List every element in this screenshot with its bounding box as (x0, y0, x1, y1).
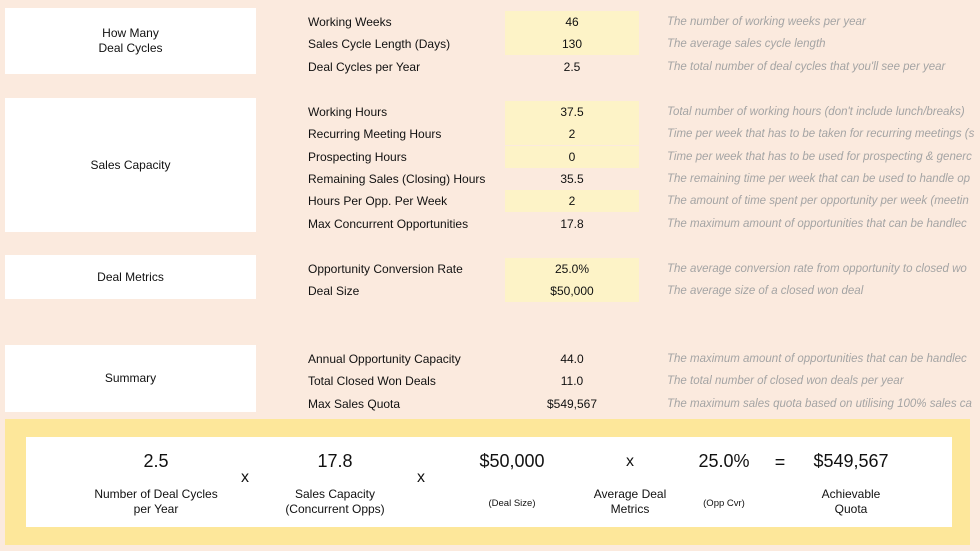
row-description: The average sales cycle length (667, 38, 826, 50)
table-row: Remaining Sales (Closing) Hours 35.5 The r… (0, 168, 980, 190)
row-value: $549,567 (546, 397, 598, 411)
row-description: The total number of deal cycles that you… (667, 61, 946, 73)
table-row: Prospecting Hours 0 Time per week that has… (0, 146, 980, 168)
table-row: Sales Cycle Length (Days) 130 The average … (0, 33, 980, 55)
row-input-cell[interactable]: 0 (505, 146, 639, 168)
row-input-cell[interactable]: 130 (505, 33, 639, 55)
summary-avg-deal-metrics-caption: Average Deal Metrics (593, 487, 667, 516)
row-input-cell[interactable]: $50,000 (505, 280, 639, 302)
equals-operator: = (774, 452, 786, 472)
row-input-cell[interactable]: 37.5 (505, 101, 639, 123)
row-description: The total number of closed won deals per… (667, 375, 904, 387)
row-description: Total number of working hours (don't inc… (667, 106, 965, 118)
row-description: The maximum sales quota based on utilisi… (667, 398, 972, 410)
row-input-cell[interactable]: 25.0% (505, 258, 639, 280)
row-label: Working Hours (308, 105, 388, 119)
row-label: Deal Cycles per Year (308, 60, 421, 74)
table-row: Recurring Meeting Hours 2 Time per week th… (0, 123, 980, 145)
table-row: Max Concurrent Opportunities 17.8 The maxi… (0, 213, 980, 235)
table-row: Deal Size $50,000 The average size of a cl… (0, 280, 980, 302)
row-label: Max Sales Quota (308, 397, 401, 411)
row-label: Deal Size (308, 284, 360, 298)
section-deal-metrics: Deal Metrics (5, 255, 256, 299)
row-description: The amount of time spent per opportunity… (667, 195, 969, 207)
summary-sales-capacity-value: 17.8 (317, 451, 353, 471)
multiply-operator: x (626, 453, 634, 470)
table-row: Opportunity Conversion Rate 25.0% The aver… (0, 258, 980, 280)
row-label: Opportunity Conversion Rate (308, 262, 463, 276)
multiply-operator: x (417, 469, 425, 486)
row-value: 44.0 (560, 352, 584, 366)
row-input-cell[interactable]: 2 (505, 190, 639, 212)
summary-deal-size-caption: (Deal Size) (488, 498, 536, 509)
row-value: 2.5 (563, 60, 581, 74)
row-label: Total Closed Won Deals (308, 374, 436, 388)
summary-deal-cycles-value: 2.5 (143, 451, 169, 471)
row-description: Time per week that has to be taken for r… (667, 128, 975, 140)
row-label: Recurring Meeting Hours (308, 127, 442, 141)
row-label: Max Concurrent Opportunities (308, 217, 469, 231)
summary-sales-capacity-caption: Sales Capacity (Concurrent Opps) (285, 487, 385, 516)
section-sales-capacity: Sales Capacity (5, 98, 256, 232)
row-value: 17.8 (560, 217, 584, 231)
row-description: The average conversion rate from opportu… (667, 263, 967, 275)
section-summary: Summary (5, 345, 256, 412)
section-title-summary: Summary (104, 371, 157, 385)
table-row: Total Closed Won Deals 11.0 The total numb… (0, 370, 980, 392)
row-description: The average size of a closed won deal (667, 285, 864, 297)
row-value: 11.0 (560, 374, 584, 388)
row-input-cell[interactable]: 2 (505, 123, 639, 145)
row-label: Remaining Sales (Closing) Hours (308, 172, 486, 186)
row-input-cell[interactable]: 46 (505, 11, 639, 33)
table-row: Working Weeks 46 The number of working wee… (0, 11, 980, 33)
summary-quota-caption: Achievable Quota (821, 487, 881, 516)
row-label: Hours Per Opp. Per Week (308, 194, 448, 208)
section-title-deal-cycles: How Many Deal Cycles (98, 26, 163, 55)
row-label: Prospecting Hours (308, 150, 407, 164)
row-label: Working Weeks (308, 15, 392, 29)
summary-deal-size-value: $50,000 (479, 451, 545, 471)
summary-quota-value: $549,567 (813, 451, 889, 471)
table-row: Working Hours 37.5 Total number of working… (0, 101, 980, 123)
table-row: Max Sales Quota $549,567 The maximum sales… (0, 393, 980, 415)
row-description: The maximum amount of opportunities that… (667, 218, 967, 230)
summary-opp-cvr-value: 25.0% (698, 451, 750, 471)
summary-deal-cycles-caption: Number of Deal Cycles per Year (94, 487, 218, 516)
summary-card (26, 437, 952, 527)
summary-opp-cvr-caption: (Opp Cvr) (703, 498, 745, 509)
row-label: Sales Cycle Length (Days) (308, 37, 451, 51)
section-title-deal-metrics: Deal Metrics (97, 269, 164, 284)
section-deal-cycles: How Many Deal Cycles (5, 8, 256, 74)
table-row: Deal Cycles per Year 2.5 The total number … (0, 56, 980, 78)
row-description: Time per week that has to be used for pr… (667, 151, 972, 163)
table-row: Annual Opportunity Capacity 44.0 The maxim… (0, 348, 980, 370)
row-value: 35.5 (560, 172, 584, 186)
row-description: The number of working weeks per year (667, 16, 866, 28)
table-row: Hours Per Opp. Per Week 2 The amount of ti… (0, 190, 980, 212)
row-description: The maximum amount of opportunities that… (667, 353, 967, 365)
section-title-sales-capacity: Sales Capacity (90, 157, 171, 172)
row-label: Annual Opportunity Capacity (308, 352, 461, 366)
row-description: The remaining time per week that can be … (667, 173, 971, 185)
multiply-operator: x (241, 469, 249, 486)
